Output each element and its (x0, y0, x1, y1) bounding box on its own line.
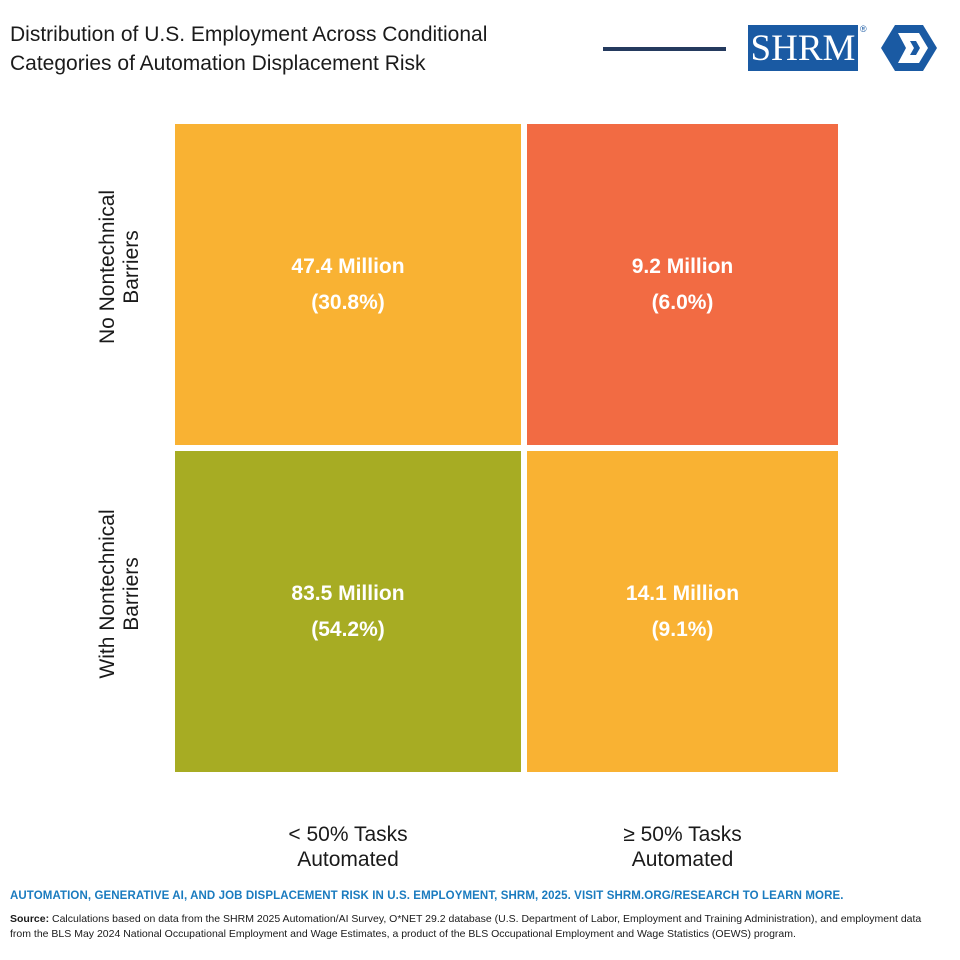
shrm-logo-text: SHRM (750, 27, 856, 69)
cell-value-label: 9.2 Million (631, 254, 734, 278)
row-label-0: No Nontechnical Barriers (96, 167, 144, 367)
cell-value-label: 83.5 Million (291, 581, 405, 605)
source-label: Source: (10, 913, 50, 925)
registered-mark: ® (860, 24, 867, 34)
column-label-line1: ≥ 50% Tasks (623, 823, 742, 846)
chart-title: Distribution of U.S. Employment Across C… (10, 20, 600, 78)
report-citation: AUTOMATION, GENERATIVE AI, AND JOB DISPL… (10, 890, 844, 902)
column-label-line2: Automated (297, 848, 399, 871)
cell-value-label: 47.4 Million (291, 254, 405, 278)
cell-share-label: (6.0%) (651, 290, 714, 314)
matrix-cell-r1-c0: 83.5 Million (54.2%) (175, 451, 521, 772)
row-label-line1: No Nontechnical (96, 189, 119, 344)
chart-title-line-1: Distribution of U.S. Employment Across C… (10, 23, 488, 46)
chart-title-line-2: Categories of Automation Displacement Ri… (10, 52, 426, 75)
cell-share-label: (54.2%) (311, 617, 385, 641)
matrix-cell-r1-c1: 14.1 Million (9.1%) (527, 451, 838, 772)
column-label-line1: < 50% Tasks (288, 823, 408, 846)
source-note: Source: Calculations based on data from … (10, 912, 945, 942)
row-label-1: With Nontechnical Barriers (96, 494, 144, 694)
row-label-line2: Barriers (120, 556, 143, 631)
matrix-cell-r0-c1: 9.2 Million (6.0%) (527, 124, 838, 445)
cell-value-label: 14.1 Million (625, 581, 740, 605)
source-text: Calculations based on data from the SHRM… (10, 913, 922, 940)
column-label-line2: Automated (631, 848, 734, 871)
row-label-line1: With Nontechnical (96, 508, 119, 679)
column-label-0: < 50% Tasks Automated (228, 822, 468, 872)
shrm-logo: SHRM (748, 25, 858, 71)
column-label-1: ≥ 50% Tasks Automated (563, 822, 803, 872)
matrix-cell-r0-c0: 47.4 Million (30.8%) (175, 124, 521, 445)
header-rule (603, 47, 726, 51)
shrm-hexagon-icon (881, 25, 937, 71)
cell-share-label: (30.8%) (311, 290, 385, 314)
cell-share-label: (9.1%) (651, 617, 714, 641)
row-label-line2: Barriers (120, 229, 143, 304)
